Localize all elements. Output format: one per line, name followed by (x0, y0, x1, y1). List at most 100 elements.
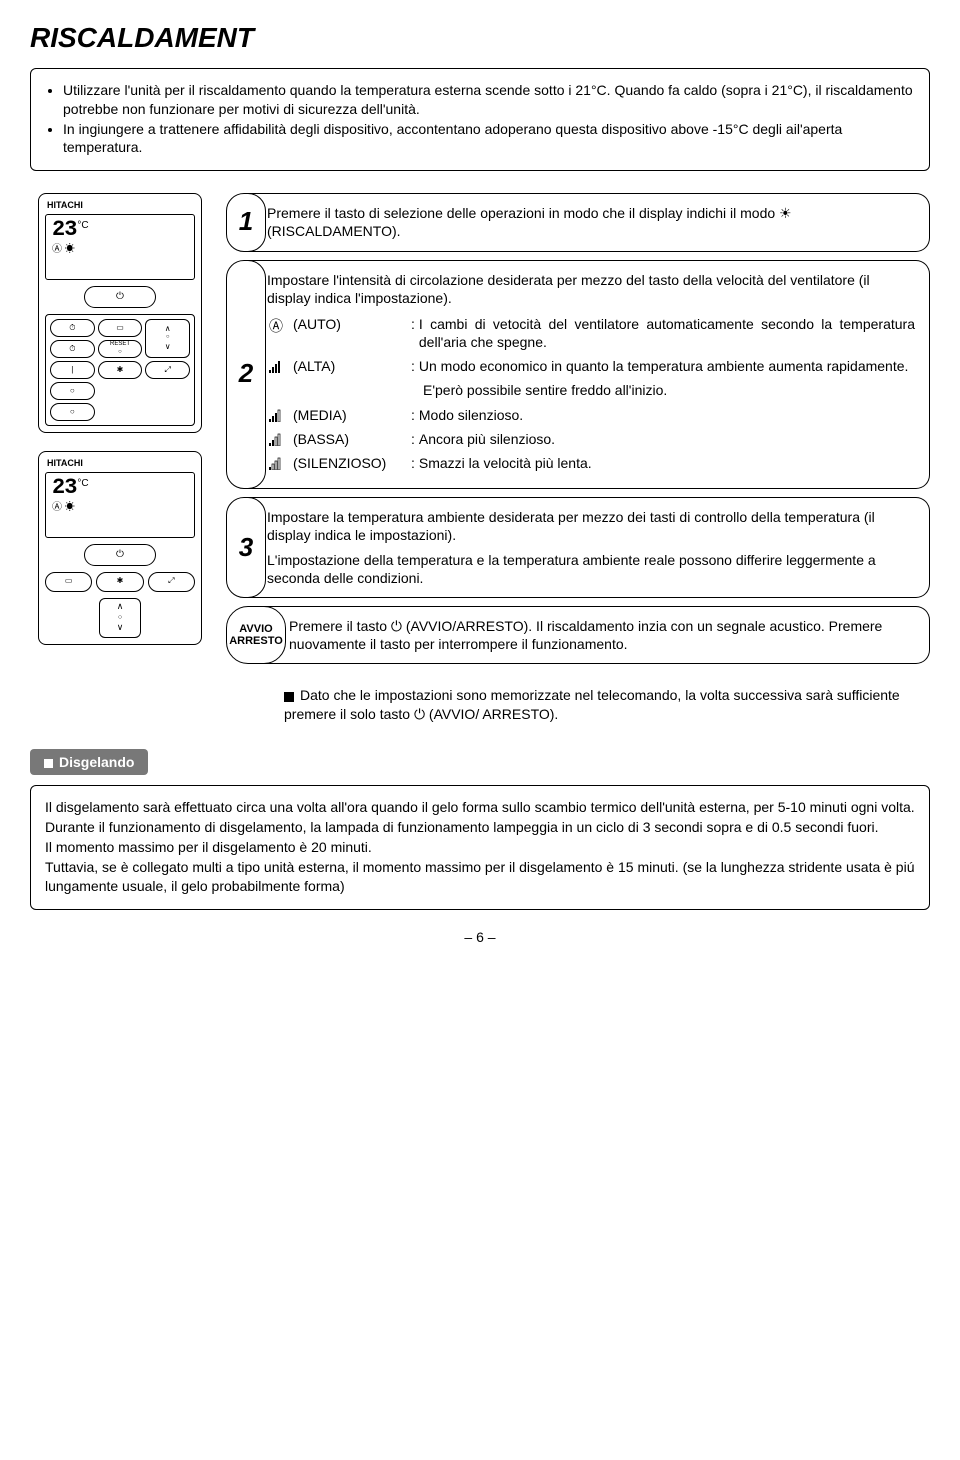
disgelando-p4: Tuttavia, se è collegato multi a tipo un… (45, 858, 915, 894)
reset-label: RESET (110, 341, 130, 349)
sleep-button[interactable]: | (50, 361, 95, 379)
lcd-unit: °C (77, 220, 88, 231)
remote-simple: HITACHI 23°C Ⓐ ☀ ⏻ ▭ ✱ ⤢ ∧ ○ ∨ (38, 451, 202, 645)
step-1-sun-icon: ☀ (779, 205, 792, 221)
fan-row-note: E'però possibile sentire freddo all'iniz… (267, 381, 915, 399)
lcd-auto-icon: Ⓐ (52, 244, 62, 255)
fan-row-auto: Ⓐ (AUTO) :I cambi di vetocità del ventil… (267, 315, 915, 351)
remote-brand: HITACHI (47, 200, 195, 212)
extra-button-1[interactable]: ○ (50, 382, 95, 400)
fan-speed-table: Ⓐ (AUTO) :I cambi di vetocità del ventil… (267, 315, 915, 472)
note-text: Dato che le impostazioni sono memorizzat… (284, 687, 900, 721)
page-title: RISCALDAMENT (30, 20, 930, 56)
arrow-down-icon: ∨ (117, 622, 124, 634)
avvio-label: AVVIO (239, 623, 272, 636)
step-2-intro: Impostare l'intensità di circolazione de… (267, 271, 915, 307)
step-1-text-a: Premere il tasto di selezione delle oper… (267, 205, 779, 221)
fan-alta-label: (ALTA) (293, 357, 403, 375)
step-start-body: Premere il tasto ⏻ (AVVIO/ARRESTO). Il r… (259, 606, 930, 664)
disgelando-title: Disgelando (59, 754, 134, 770)
fan-media-icon (267, 406, 285, 422)
lcd-unit-2: °C (77, 478, 88, 489)
fan-media-desc: :Modo silenzioso. (411, 406, 915, 424)
section-square-icon (44, 759, 53, 768)
step-start: AVVIO ARRESTO Premere il tasto ⏻ (AVVIO/… (226, 606, 930, 664)
reset-button[interactable]: RESET ○ (98, 340, 143, 358)
step-1-body: Premere il tasto di selezione delle oper… (247, 193, 930, 251)
disgelando-box: Il disgelamento sarà effettuato circa un… (30, 785, 930, 910)
swing-button[interactable]: ⤢ (145, 361, 190, 379)
fan-bassa-label: (BASSA) (293, 430, 403, 448)
step-2-body: Impostare l'intensità di circolazione de… (247, 260, 930, 490)
fan-alta-icon (267, 357, 285, 373)
disgelando-label: Disgelando (30, 749, 148, 775)
step-3-p1: Impostare la temperatura ambiente deside… (267, 508, 915, 544)
swing-button-2[interactable]: ⤢ (148, 572, 195, 592)
lcd-temp: 23 (52, 219, 76, 241)
fan-silenzioso-desc: :Smazzi la velocità più lenta. (411, 454, 915, 472)
step-3-body: Impostare la temperatura ambiente deside… (247, 497, 930, 598)
temp-arrows-box[interactable]: ∧ ○ ∨ (99, 598, 141, 638)
disgelando-p2: Durante il funzionamento di disgelamento… (45, 818, 915, 836)
steps-column: 1 Premere il tasto di selezione delle op… (226, 193, 930, 723)
lcd-sun-icon-2: ☀ (65, 502, 75, 513)
fan-auto-label: (AUTO) (293, 315, 403, 333)
fan-icon-2: ✱ (117, 576, 124, 586)
fan-row-bassa: (BASSA) :Ancora più silenzioso. (267, 430, 915, 448)
step-1: 1 Premere il tasto di selezione delle op… (226, 193, 930, 251)
temp-up-down[interactable]: ∧ ○ ∨ (145, 319, 190, 358)
step-2: 2 Impostare l'intensità di circolazione … (226, 260, 930, 490)
fan-media-label: (MEDIA) (293, 406, 403, 424)
fan-silenzioso-icon (267, 454, 285, 470)
fan-auto-icon: Ⓐ (267, 315, 285, 335)
step-2-number: 2 (226, 260, 266, 490)
simple-button-row: ▭ ✱ ⤢ (45, 572, 195, 592)
temp-down-icon: ∨ (165, 342, 171, 352)
note-square-icon (284, 692, 294, 702)
lcd-auto-icon-2: Ⓐ (52, 502, 62, 513)
remote-button-grid: ⏱ ▭ ∧ ○ ∨ ⏱ RESET ○ | ✱ ⤢ ○ ○ (45, 314, 195, 426)
timer-off-button[interactable]: ⏱ (50, 340, 95, 358)
fan-button[interactable]: ✱ (98, 361, 143, 379)
fan-icon: ✱ (117, 365, 124, 375)
step-3-number: 3 (226, 497, 266, 598)
fan-button-2[interactable]: ✱ (96, 572, 143, 592)
disgelando-p3: Il momento massimo per il disgelamento è… (45, 838, 915, 856)
extra-button-2[interactable]: ○ (50, 403, 95, 421)
intro-bullet-1: Utilizzare l'unità per il riscaldamento … (63, 81, 915, 117)
fan-alta-desc: :Un modo economico in quanto la temperat… (411, 357, 915, 375)
fan-bassa-desc: :Ancora più silenzioso. (411, 430, 915, 448)
lcd-temp-2: 23 (52, 477, 76, 499)
fan-row-silenzioso: (SILENZIOSO) :Smazzi la velocità più len… (267, 454, 915, 472)
lcd-sun-icon: ☀ (65, 244, 75, 255)
arresto-label: ARRESTO (229, 635, 283, 648)
fan-auto-desc: :I cambi di vetocità del ventilatore aut… (411, 315, 915, 351)
page-number: – 6 – (30, 928, 930, 946)
fan-row-alta: (ALTA) :Un modo economico in quanto la t… (267, 357, 915, 375)
remote-lcd-2: 23°C Ⓐ ☀ (45, 472, 195, 538)
power-icon: ⏻ (116, 290, 124, 303)
step-3: 3 Impostare la temperatura ambiente desi… (226, 497, 930, 598)
mode-button-2[interactable]: ▭ (45, 572, 92, 592)
remote-column: HITACHI 23°C Ⓐ ☀ ⏻ ⏱ ▭ ∧ ○ ∨ ⏱ RESET (30, 193, 210, 644)
main-content-row: HITACHI 23°C Ⓐ ☀ ⏻ ⏱ ▭ ∧ ○ ∨ ⏱ RESET (30, 193, 930, 723)
power-icon-2: ⏻ (116, 548, 124, 561)
power-button[interactable]: ⏻ (84, 286, 156, 308)
remote-brand-2: HITACHI (47, 458, 195, 470)
step-1-number: 1 (226, 193, 266, 251)
temp-up-icon: ∧ (165, 324, 171, 334)
intro-box: Utilizzare l'unità per il riscaldamento … (30, 68, 930, 171)
mode-button[interactable]: ▭ (98, 319, 143, 337)
fan-row-media: (MEDIA) :Modo silenzioso. (267, 406, 915, 424)
swing-icon-2: ⤢ (168, 576, 174, 586)
timer-on-button[interactable]: ⏱ (50, 319, 95, 337)
step-start-label: AVVIO ARRESTO (226, 606, 286, 664)
arrow-up-icon: ∧ (117, 601, 124, 613)
remote-lcd: 23°C Ⓐ ☀ (45, 214, 195, 280)
swing-icon: ⤢ (164, 365, 170, 375)
power-button-2[interactable]: ⏻ (84, 544, 156, 566)
memory-note: Dato che le impostazioni sono memorizzat… (226, 686, 930, 722)
fan-silenzioso-label: (SILENZIOSO) (293, 454, 403, 472)
disgelando-p1: Il disgelamento sarà effettuato circa un… (45, 798, 915, 816)
step-3-p2: L'impostazione della temperatura e la te… (267, 551, 915, 587)
